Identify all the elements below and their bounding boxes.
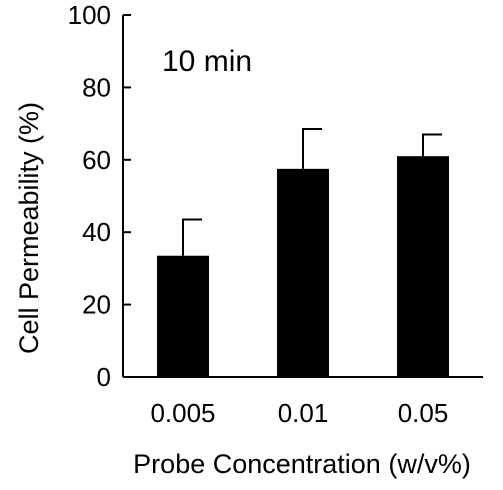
- y-tick-label: 40: [82, 217, 111, 247]
- y-tick-label: 80: [82, 72, 111, 102]
- x-tick-label: 0.01: [278, 398, 329, 428]
- bars: [157, 129, 449, 377]
- x-tick-labels: 0.005 0.01 0.05: [150, 398, 448, 428]
- bar-0-005: [157, 256, 209, 377]
- x-tick-label: 0.05: [398, 398, 449, 428]
- annotation-label: 10 min: [162, 45, 252, 78]
- bar-0-01: [277, 169, 329, 377]
- y-ticks: 0 20 40 60 80 100: [68, 0, 131, 392]
- x-axis-title: Probe Concentration (w/v%): [133, 449, 471, 479]
- y-tick-label: 60: [82, 145, 111, 175]
- bar-0-05: [397, 156, 449, 377]
- y-tick-label: 0: [97, 362, 111, 392]
- y-tick-label: 20: [82, 290, 111, 320]
- y-axis-title: Cell Permeability (%): [14, 102, 44, 354]
- y-tick-label: 100: [68, 0, 111, 30]
- x-tick-label: 0.005: [150, 398, 215, 428]
